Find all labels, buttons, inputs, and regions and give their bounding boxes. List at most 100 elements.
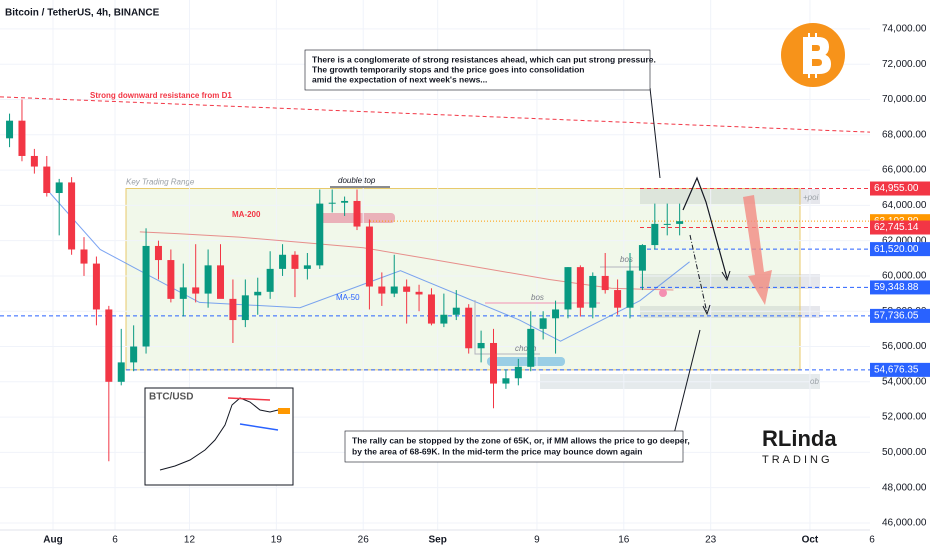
y-tick-label: 50,000.00 (882, 447, 927, 458)
candle-body (154, 245, 162, 261)
projections (649, 87, 772, 451)
candle-body (204, 265, 212, 294)
level-tag (870, 242, 930, 257)
candle-body (403, 286, 411, 292)
candle-body (179, 287, 187, 299)
y-tick-label: 70,000.00 (882, 94, 927, 105)
y-tick-label: 74,000.00 (882, 24, 927, 35)
level-tag (870, 308, 930, 323)
candle-body (117, 362, 125, 382)
inset-level (239, 423, 279, 431)
level-label: 62,745.14 (874, 222, 919, 233)
candle-body (365, 226, 373, 287)
level-tag (870, 362, 930, 377)
candle-body (564, 267, 572, 310)
level-tag (870, 280, 930, 295)
ma-label: MA-50 (336, 293, 360, 302)
resistance-label: Strong downward resistance from D1 (90, 91, 232, 100)
inset-box (144, 387, 294, 486)
brand-name: RLinda (762, 426, 837, 451)
candle-body (254, 291, 262, 296)
candle-body (514, 366, 522, 379)
candle-body (266, 268, 274, 292)
candle-body (130, 346, 138, 363)
y-tick-label: 72,000.00 (882, 59, 927, 70)
candle-body (80, 249, 88, 264)
candle-body (490, 342, 498, 384)
level-label: 64,955.00 (874, 183, 919, 194)
x-tick-label: 23 (705, 535, 717, 546)
candle-body (303, 265, 311, 269)
y-tick-label: 62,000.00 (882, 235, 927, 246)
logo-symbol (803, 33, 832, 78)
y-tick-label: 52,000.00 (882, 412, 927, 423)
moving-average (49, 192, 690, 342)
y-tick-label: 46,000.00 (882, 518, 927, 529)
candle-body (651, 223, 659, 246)
candle-body (502, 378, 510, 384)
level-label: 61,520.00 (874, 244, 919, 255)
candle-body (452, 307, 460, 315)
candle-body (92, 263, 100, 310)
candle-body (192, 287, 200, 294)
y-tick-label: 66,000.00 (882, 165, 927, 176)
projection-path (682, 176, 728, 279)
candle-body (353, 200, 361, 227)
note-line: amid the expectation of next week's news… (312, 74, 487, 84)
candle-body (440, 314, 448, 324)
annotation: ob (810, 377, 819, 386)
candle-body (142, 245, 150, 347)
candle-body (576, 267, 584, 308)
candle-body (316, 203, 324, 266)
y-tick-label: 54,000.00 (882, 376, 927, 387)
inset-title: BTC/USD (149, 392, 193, 403)
x-tick-label: 9 (534, 535, 540, 546)
candle-body (676, 221, 684, 224)
y-tick-label: 68,000.00 (882, 129, 927, 140)
level-tag (870, 181, 930, 196)
note-box (304, 49, 651, 91)
x-tick-label: 12 (184, 535, 196, 546)
candle-body (477, 342, 485, 349)
note-line: The growth temporarily stops and the pri… (312, 64, 585, 74)
note-box (344, 430, 684, 463)
candle-body (601, 275, 609, 291)
candle-body (328, 202, 336, 204)
note-line: The rally can be stopped by the zone of … (352, 435, 690, 445)
level-label: 54,676.35 (874, 365, 919, 376)
x-tick-label: 26 (358, 535, 370, 546)
callout-line (649, 87, 661, 179)
candle-body (527, 328, 535, 367)
candle-body (217, 265, 225, 299)
inset-price (278, 408, 290, 414)
range-label: Key Trading Range (126, 178, 195, 187)
arrow-head (702, 304, 711, 316)
candle-body (43, 166, 51, 194)
x-tick-label: Sep (428, 535, 446, 546)
candle-body (663, 223, 671, 225)
y-tick-label: 64,000.00 (882, 200, 927, 211)
candle-body (6, 120, 14, 139)
candle-body (638, 245, 646, 271)
chart-title: Bitcoin / TetherUS, 4h, BINANCE (5, 8, 160, 19)
level-label: 59,348.88 (874, 282, 919, 293)
candle-body (30, 155, 38, 167)
poi-zone (640, 189, 820, 204)
candle-body (378, 286, 386, 294)
y-tick-label: 60,000.00 (882, 271, 927, 282)
note-line: There is a conglomerate of strong resist… (312, 54, 656, 64)
x-tick-label: Aug (43, 535, 62, 546)
candle-body (241, 295, 249, 321)
candle-body (626, 270, 634, 308)
down-arrow (743, 195, 772, 305)
annotation: double top (338, 176, 376, 185)
axes: 46,000.00 48,000.00 50,000.00 52,000.00 54,0… (43, 24, 930, 546)
candle-body (552, 309, 560, 319)
choch-line (474, 300, 540, 355)
note-line: by the area of 68-69K. In the mid-term t… (352, 446, 642, 456)
inset-level (227, 397, 271, 401)
candle-body (427, 294, 435, 324)
candle-body (167, 260, 175, 299)
choch-zone (487, 357, 565, 366)
